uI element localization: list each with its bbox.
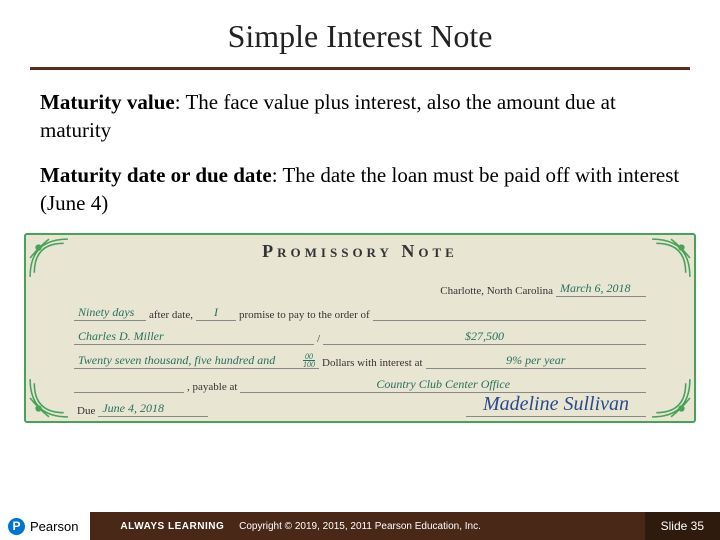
term-maturity-value: Maturity value (40, 90, 175, 114)
tagline: ALWAYS LEARNING (120, 521, 224, 532)
label-after-date: after date, (146, 309, 196, 321)
label-slash: / (314, 333, 323, 345)
pearson-logo: P Pearson (0, 512, 90, 540)
term-maturity-date: Maturity date or due date (40, 163, 272, 187)
footer-bar: P Pearson ALWAYS LEARNING Copyright © 20… (0, 512, 720, 540)
corner-ornament-icon (650, 237, 692, 279)
note-due-date: June 4, 2018 (98, 401, 208, 417)
corner-ornament-icon (28, 237, 70, 279)
content-area: Maturity value: The face value plus inte… (0, 88, 720, 217)
slide-number: Slide 35 (645, 512, 720, 540)
definition-maturity-value: Maturity value: The face value plus inte… (40, 88, 680, 145)
note-date: March 6, 2018 (556, 281, 646, 297)
pearson-p-icon: P (8, 518, 25, 535)
note-body: Charlotte, North Carolina March 6, 2018 … (74, 279, 646, 423)
label-payable: , payable at (184, 381, 240, 393)
note-location: Charlotte, North Carolina (437, 285, 556, 297)
promissory-note: Promissory Note Charlotte, North Carolin… (24, 233, 696, 423)
note-amount-words: Twenty seven thousand, five hundred and (74, 353, 299, 369)
corner-ornament-icon (650, 377, 692, 419)
note-payee: Charles D. Miller (74, 329, 314, 345)
note-duration: Ninety days (74, 305, 146, 321)
slide-title: Simple Interest Note (0, 0, 720, 67)
title-underline (30, 67, 690, 70)
note-interest-rate: 9% per year (426, 353, 646, 369)
pearson-brand-text: Pearson (30, 519, 78, 534)
blank-spacer (373, 305, 646, 321)
label-dollars: Dollars with interest at (319, 357, 426, 369)
definition-maturity-date: Maturity date or due date: The date the … (40, 161, 680, 218)
note-fraction: 00 100 (299, 353, 319, 369)
fraction-denominator: 100 (303, 360, 315, 368)
note-payable-place: Country Club Center Office (240, 377, 646, 393)
label-due: Due (74, 405, 98, 417)
note-promisor: I (196, 305, 236, 321)
blank-spacer (74, 377, 184, 393)
fraction-numerator: 00 (305, 353, 313, 360)
note-heading: Promissory Note (26, 235, 694, 262)
copyright-text: Copyright © 2019, 2015, 2011 Pearson Edu… (239, 521, 481, 532)
note-signature: Madeline Sullivan (466, 393, 646, 417)
label-promise: promise to pay to the order of (236, 309, 373, 321)
note-amount-numeric: $27,500 (323, 329, 646, 345)
corner-ornament-icon (28, 377, 70, 419)
